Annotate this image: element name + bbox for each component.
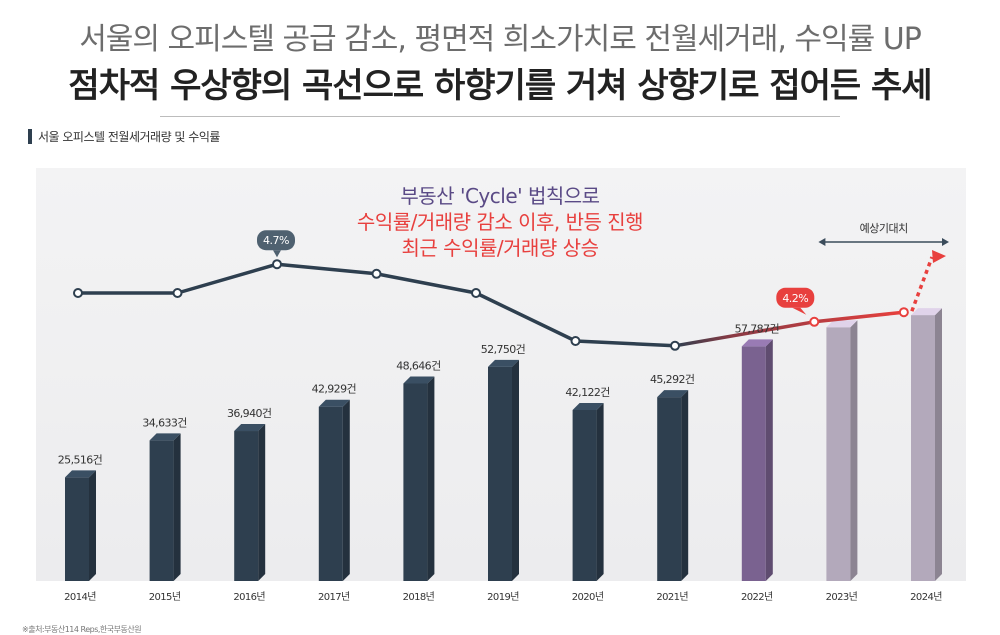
bar-top [149, 433, 181, 441]
x-tick-label: 2023년 [826, 591, 858, 603]
forecast-bracket-right-arrow [942, 238, 949, 246]
bar-side [342, 399, 350, 581]
yield-point [73, 288, 83, 298]
bar-top [911, 308, 942, 316]
headline-divider [160, 116, 840, 117]
forecast-bracket-left-arrow [818, 238, 826, 246]
callout-bubble [257, 230, 295, 251]
yield-callout: 4.7% [257, 230, 295, 258]
forecast-label: 예상기대치 [860, 222, 908, 235]
bar [234, 424, 266, 581]
bar-side [512, 359, 519, 581]
bar-value-label: 36,940건 [227, 407, 271, 420]
yield-callout: 4.2% [776, 287, 815, 315]
bar-side [173, 433, 181, 581]
yield-point [809, 316, 820, 327]
x-tick-label: 2015년 [149, 591, 181, 603]
yield-point [172, 288, 183, 298]
bar-side [89, 470, 96, 581]
bar-side [850, 320, 858, 581]
yield-point [272, 259, 282, 270]
bar-value-label: 34,633건 [142, 416, 186, 429]
bar [657, 390, 689, 581]
bar-front [572, 409, 597, 581]
callout-pointer [792, 307, 807, 315]
bar-front [149, 440, 174, 581]
bar-value-label: 48,646건 [396, 359, 440, 372]
source-note: ※출처:부동산114 Reps,한국부동산원 [22, 625, 142, 634]
bar [65, 470, 96, 581]
bar-front [65, 477, 89, 581]
bar [403, 376, 435, 581]
bar-front [911, 315, 935, 581]
bar-front [318, 406, 343, 581]
bar-side [765, 339, 773, 581]
bar-value-label: 42,122건 [565, 386, 609, 399]
bar [572, 402, 604, 581]
bar-front [741, 346, 766, 581]
bar [741, 339, 773, 581]
bar [149, 433, 181, 581]
x-tick-label: 2024년 [910, 591, 942, 603]
bar [488, 359, 519, 581]
bar-front [403, 383, 428, 581]
x-tick-label: 2019년 [487, 591, 519, 603]
bar-side [935, 308, 942, 581]
bar-top [403, 376, 435, 384]
annotation-line-2: 수익률/거래량 감소 이후, 반등 진행 [356, 210, 644, 234]
annotation-line-3: 최근 수익률/거래량 상승 [401, 236, 599, 260]
yield-point [670, 340, 680, 351]
headline-title: 점차적 우상향의 곡선으로 하향기를 거쳐 상향기로 접어든 추세 [68, 66, 932, 106]
chart-label: 서울 오피스텔 전월세거래량 및 수익률 [28, 128, 220, 145]
bar-side [258, 424, 266, 581]
bar-front [234, 431, 259, 581]
bar-top [657, 390, 689, 398]
bar-top [318, 399, 350, 407]
bar [826, 320, 858, 581]
bar-front [826, 327, 851, 581]
x-tick-label: 2018년 [403, 591, 435, 603]
bar-top [741, 339, 773, 347]
yield-point [570, 336, 581, 346]
bar-value-label: 57,787건 [735, 322, 779, 335]
callout-text: 4.7% [263, 234, 289, 247]
annotation-line-1: 부동산 'Cycle' 법칙으로 [400, 184, 600, 208]
bar-side [681, 390, 689, 581]
bar-side [427, 376, 435, 581]
forecast-arrow-head [932, 250, 946, 263]
chart-label-text: 서울 오피스텔 전월세거래량 및 수익률 [38, 130, 220, 144]
x-tick-label: 2016년 [233, 591, 265, 603]
yield-point [371, 268, 382, 279]
forecast-arrow-line [910, 256, 934, 312]
bar-top [234, 424, 266, 432]
bar-top [65, 470, 96, 478]
bar-value-label: 42,929건 [312, 383, 356, 396]
headline-subtitle: 서울의 오피스텔 공급 감소, 평면적 희소가치로 전월세거래, 수익률 UP [79, 22, 922, 57]
bar-top [488, 359, 519, 367]
bar-top [826, 320, 858, 328]
x-tick-label: 2014년 [64, 591, 96, 603]
callout-pointer [273, 250, 281, 258]
bar [911, 308, 942, 581]
yield-point [471, 288, 481, 298]
bar-side [596, 402, 604, 581]
x-tick-label: 2022년 [741, 591, 773, 603]
bar-front [657, 397, 682, 581]
bar-value-label: 25,516건 [58, 453, 102, 466]
x-tick-label: 2017년 [318, 591, 350, 603]
callout-bubble [776, 287, 815, 308]
x-tick-label: 2020년 [572, 591, 604, 603]
x-tick-label: 2021년 [656, 591, 688, 603]
bar-top [572, 402, 604, 410]
bar-front [488, 366, 512, 581]
bar [318, 399, 350, 581]
yield-point [898, 307, 909, 318]
callout-text: 4.2% [782, 292, 808, 305]
bar-value-label: 52,750건 [481, 343, 525, 356]
label-marker [28, 129, 32, 144]
bar-value-label: 45,292건 [650, 373, 694, 386]
